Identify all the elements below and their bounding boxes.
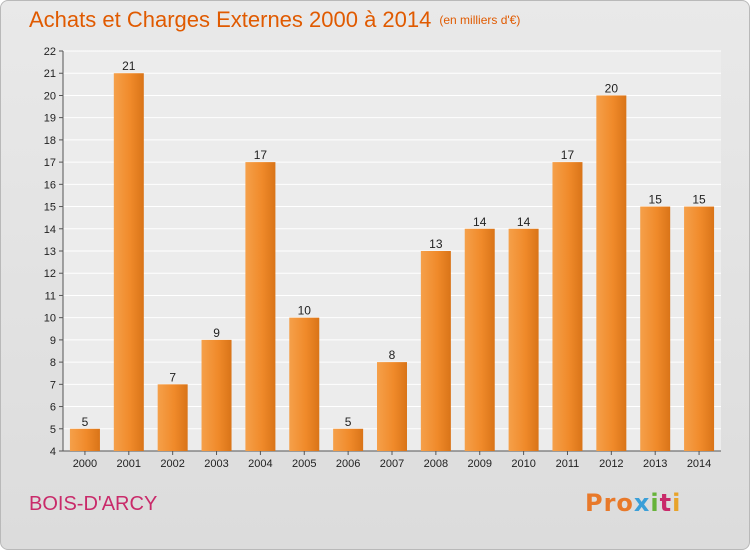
value-label-2002: 7 [169,370,176,384]
bar-2003 [201,339,232,451]
y-tick-label: 18 [44,135,56,147]
y-tick-label: 10 [44,313,56,325]
x-tick-label-2000: 2000 [73,458,97,470]
y-tick-label: 13 [44,246,56,258]
y-tick-label: 16 [44,179,56,191]
x-tick-label-2003: 2003 [204,458,228,470]
x-tick-label-2009: 2009 [467,458,491,470]
labels: 5 2000 21 2001 7 2002 9 2003 17 2004 10 2005 5 2006 8 2… [73,59,712,470]
logo-part-1: Pro [585,489,634,517]
value-label-2008: 13 [429,237,443,251]
logo-part-2: x [633,489,651,517]
y-tick-label: 22 [44,46,56,58]
x-tick-label-2002: 2002 [160,458,184,470]
y-tick-label: 19 [44,113,56,125]
y-tick-label: 8 [50,357,56,369]
x-tick-label-2006: 2006 [336,458,360,470]
x-tick-label-2007: 2007 [380,458,404,470]
bar-2012 [596,95,627,451]
y-tick-label: 20 [44,90,56,102]
value-label-2012: 20 [605,81,619,95]
value-label-2001: 21 [122,59,136,73]
value-label-2005: 10 [298,304,312,318]
value-label-2013: 15 [649,193,663,207]
value-label-2014: 15 [692,193,706,207]
y-tick-label: 17 [44,157,56,169]
bar-2000 [69,428,100,451]
x-tick-label-2008: 2008 [424,458,448,470]
x-tick-label-2012: 2012 [599,458,623,470]
y-tick-label: 12 [44,268,56,280]
y-tick-label: 4 [50,446,56,458]
value-label-2004: 17 [254,148,268,162]
logo-part-5: i [672,489,682,517]
value-label-2007: 8 [389,348,396,362]
value-label-2003: 9 [213,326,220,340]
value-label-2010: 14 [517,215,531,229]
chart-title-text: Achats et Charges Externes 2000 à 2014 [29,7,432,32]
proxiti-logo[interactable]: Proxiti [585,489,681,517]
y-tick-label: 14 [44,224,56,236]
city-name: BOIS-D'ARCY [29,493,158,515]
value-label-2006: 5 [345,415,352,429]
chart-title: Achats et Charges Externes 2000 à 2014 (e… [29,7,520,33]
x-tick-label-2011: 2011 [556,458,580,470]
y-tick-label: 15 [44,202,56,214]
x-tick-label-2013: 2013 [643,458,667,470]
y-tick-label: 7 [50,379,56,391]
value-label-2011: 17 [561,148,575,162]
y-tick-label: 11 [45,290,56,302]
bar-2011 [552,162,583,451]
bar-2001 [113,73,144,451]
value-label-2009: 14 [473,215,487,229]
bar-2004 [245,162,276,451]
y-tick-label: 9 [50,335,56,347]
bar-2005 [289,317,320,451]
bar-2002 [157,384,188,451]
bar-2006 [333,428,364,451]
y-tick-label: 21 [44,68,56,80]
value-label-2000: 5 [82,415,89,429]
y-tick-label: 6 [50,402,56,414]
chart-subtitle: (en milliers d'€) [439,13,521,27]
bar-2008 [420,251,451,451]
x-tick-label-2004: 2004 [248,458,272,470]
bar-2007 [377,362,407,451]
bars [69,73,715,451]
bar-2010 [508,228,539,451]
logo-part-4: t [659,489,673,517]
bar-2013 [640,206,671,451]
logo-part-3: i [650,489,660,517]
y-tick-label: 5 [50,424,56,436]
bar-2009 [464,228,495,451]
x-tick-label-2005: 2005 [292,458,316,470]
x-tick-label-2001: 2001 [117,458,141,470]
x-tick-label-2010: 2010 [511,458,535,470]
bar-2014 [684,206,715,451]
x-tick-label-2014: 2014 [687,458,711,470]
